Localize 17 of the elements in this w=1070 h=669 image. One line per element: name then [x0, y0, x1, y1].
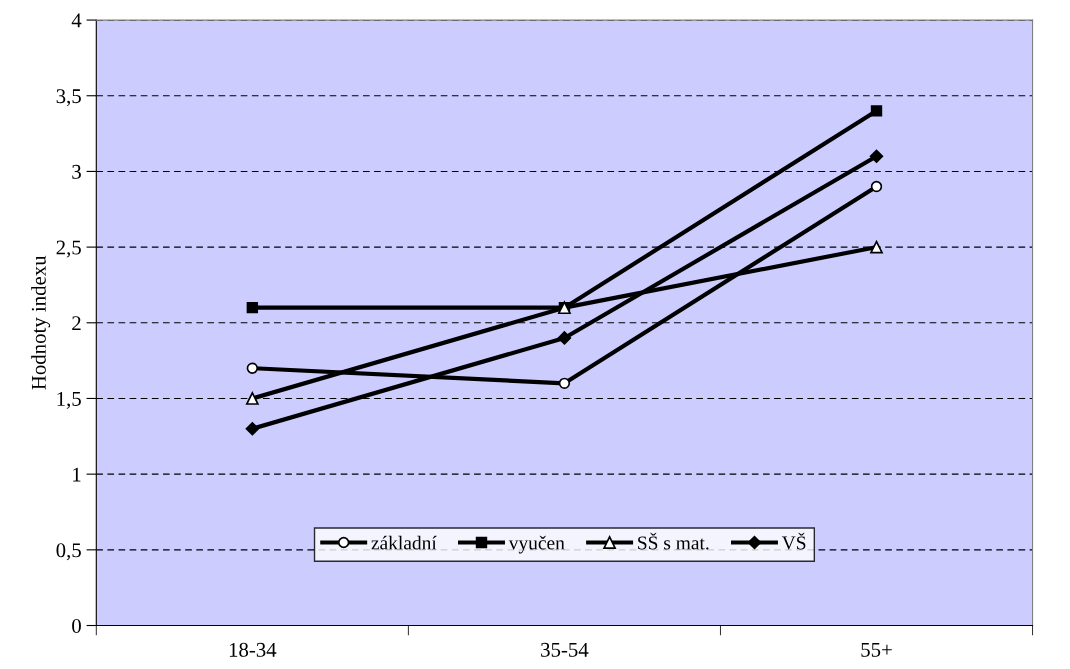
- x-tick-label: 35-54: [541, 642, 589, 657]
- x-tick-label: 55+: [861, 643, 892, 657]
- x-tick-label: 18-34: [229, 642, 277, 657]
- legend-label: VŠ: [781, 532, 806, 550]
- legend-label: základní: [371, 535, 437, 550]
- y-tick-label: 1,5: [57, 391, 81, 409]
- y-tick-label: 3: [72, 164, 81, 179]
- y-tick-label: 4: [71, 13, 82, 28]
- y-tick-label: 0: [72, 618, 81, 633]
- y-tick-label: 1: [73, 467, 81, 482]
- legend-label: vyučen: [508, 535, 565, 554]
- y-tick-label: 2,5: [56, 240, 81, 258]
- legend-label: SŠ s mat.: [638, 532, 709, 550]
- y-axis-title: Hodnoty indexu: [31, 255, 51, 390]
- y-tick-label: 0,5: [56, 543, 81, 561]
- y-tick-label: 3,5: [56, 89, 81, 107]
- y-tick-label: 2: [72, 316, 81, 331]
